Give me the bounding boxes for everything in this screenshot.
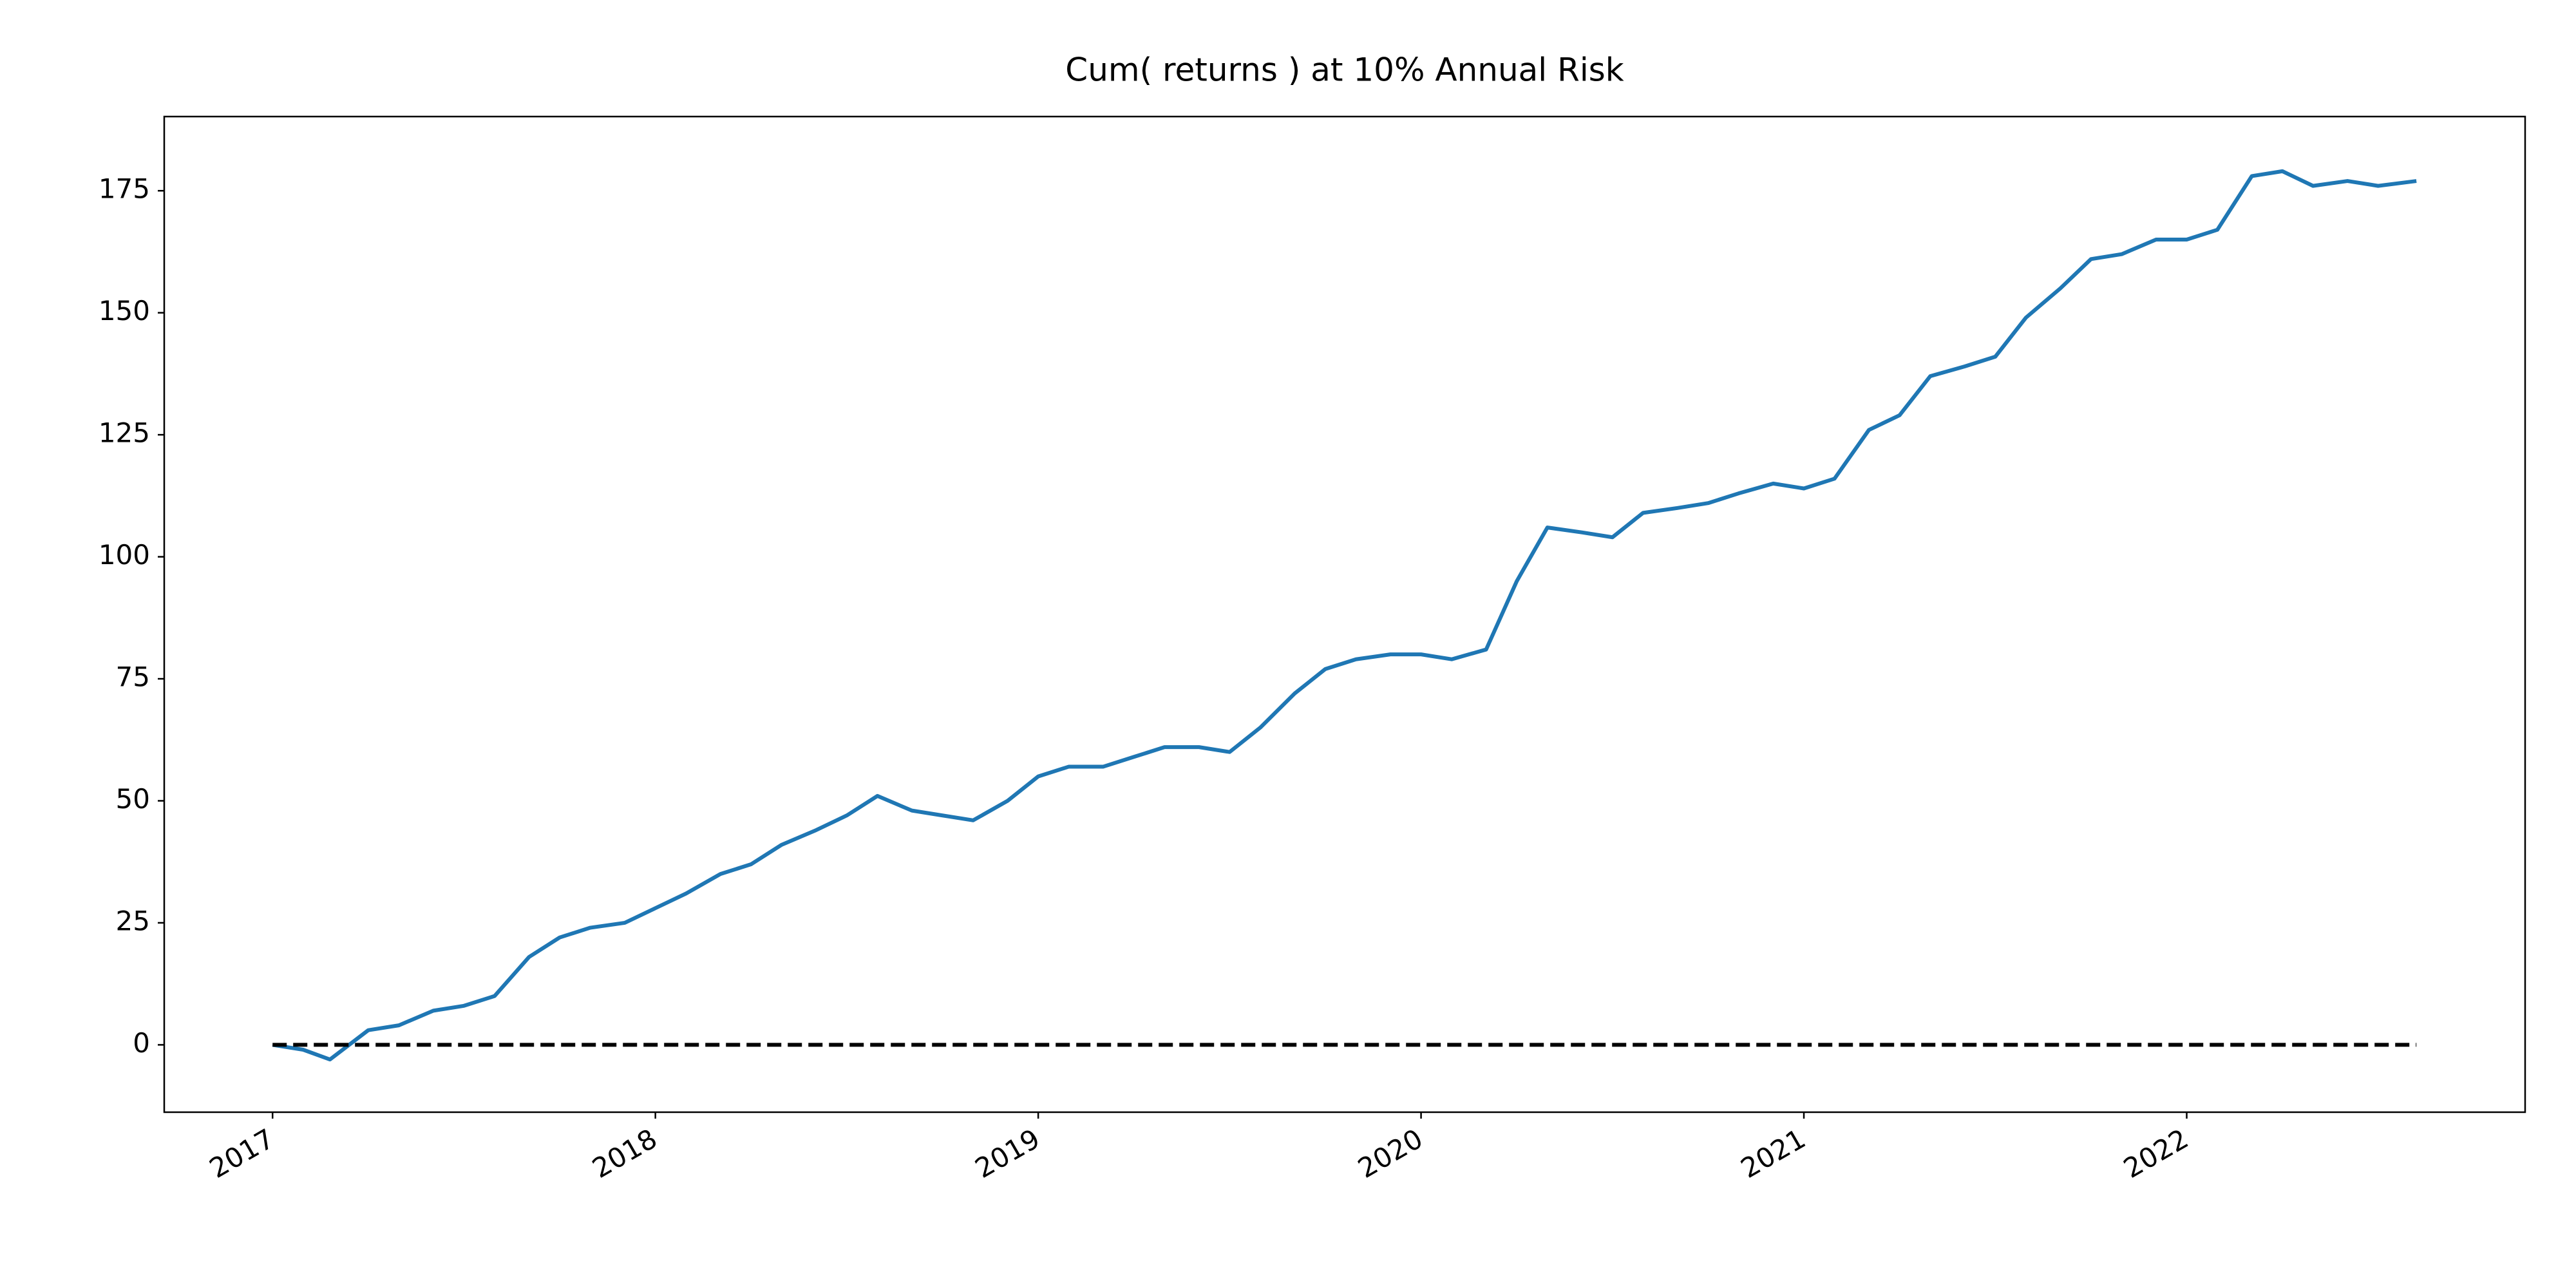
y-tick-label: 175 xyxy=(99,173,150,205)
line xyxy=(272,169,2417,1062)
y-tick-label: 150 xyxy=(99,295,150,327)
y-tick-label: 125 xyxy=(99,417,150,449)
plot-frame xyxy=(163,115,2526,1113)
y-tick-label: 0 xyxy=(133,1027,150,1059)
chart-title: Cum( returns ) at 10% Annual Risk xyxy=(1065,52,1624,89)
y-tick-label: 100 xyxy=(99,539,150,571)
y-tick-label: 75 xyxy=(116,661,150,693)
y-tick-label: 25 xyxy=(116,905,150,936)
y-tick-label: 50 xyxy=(116,783,150,815)
